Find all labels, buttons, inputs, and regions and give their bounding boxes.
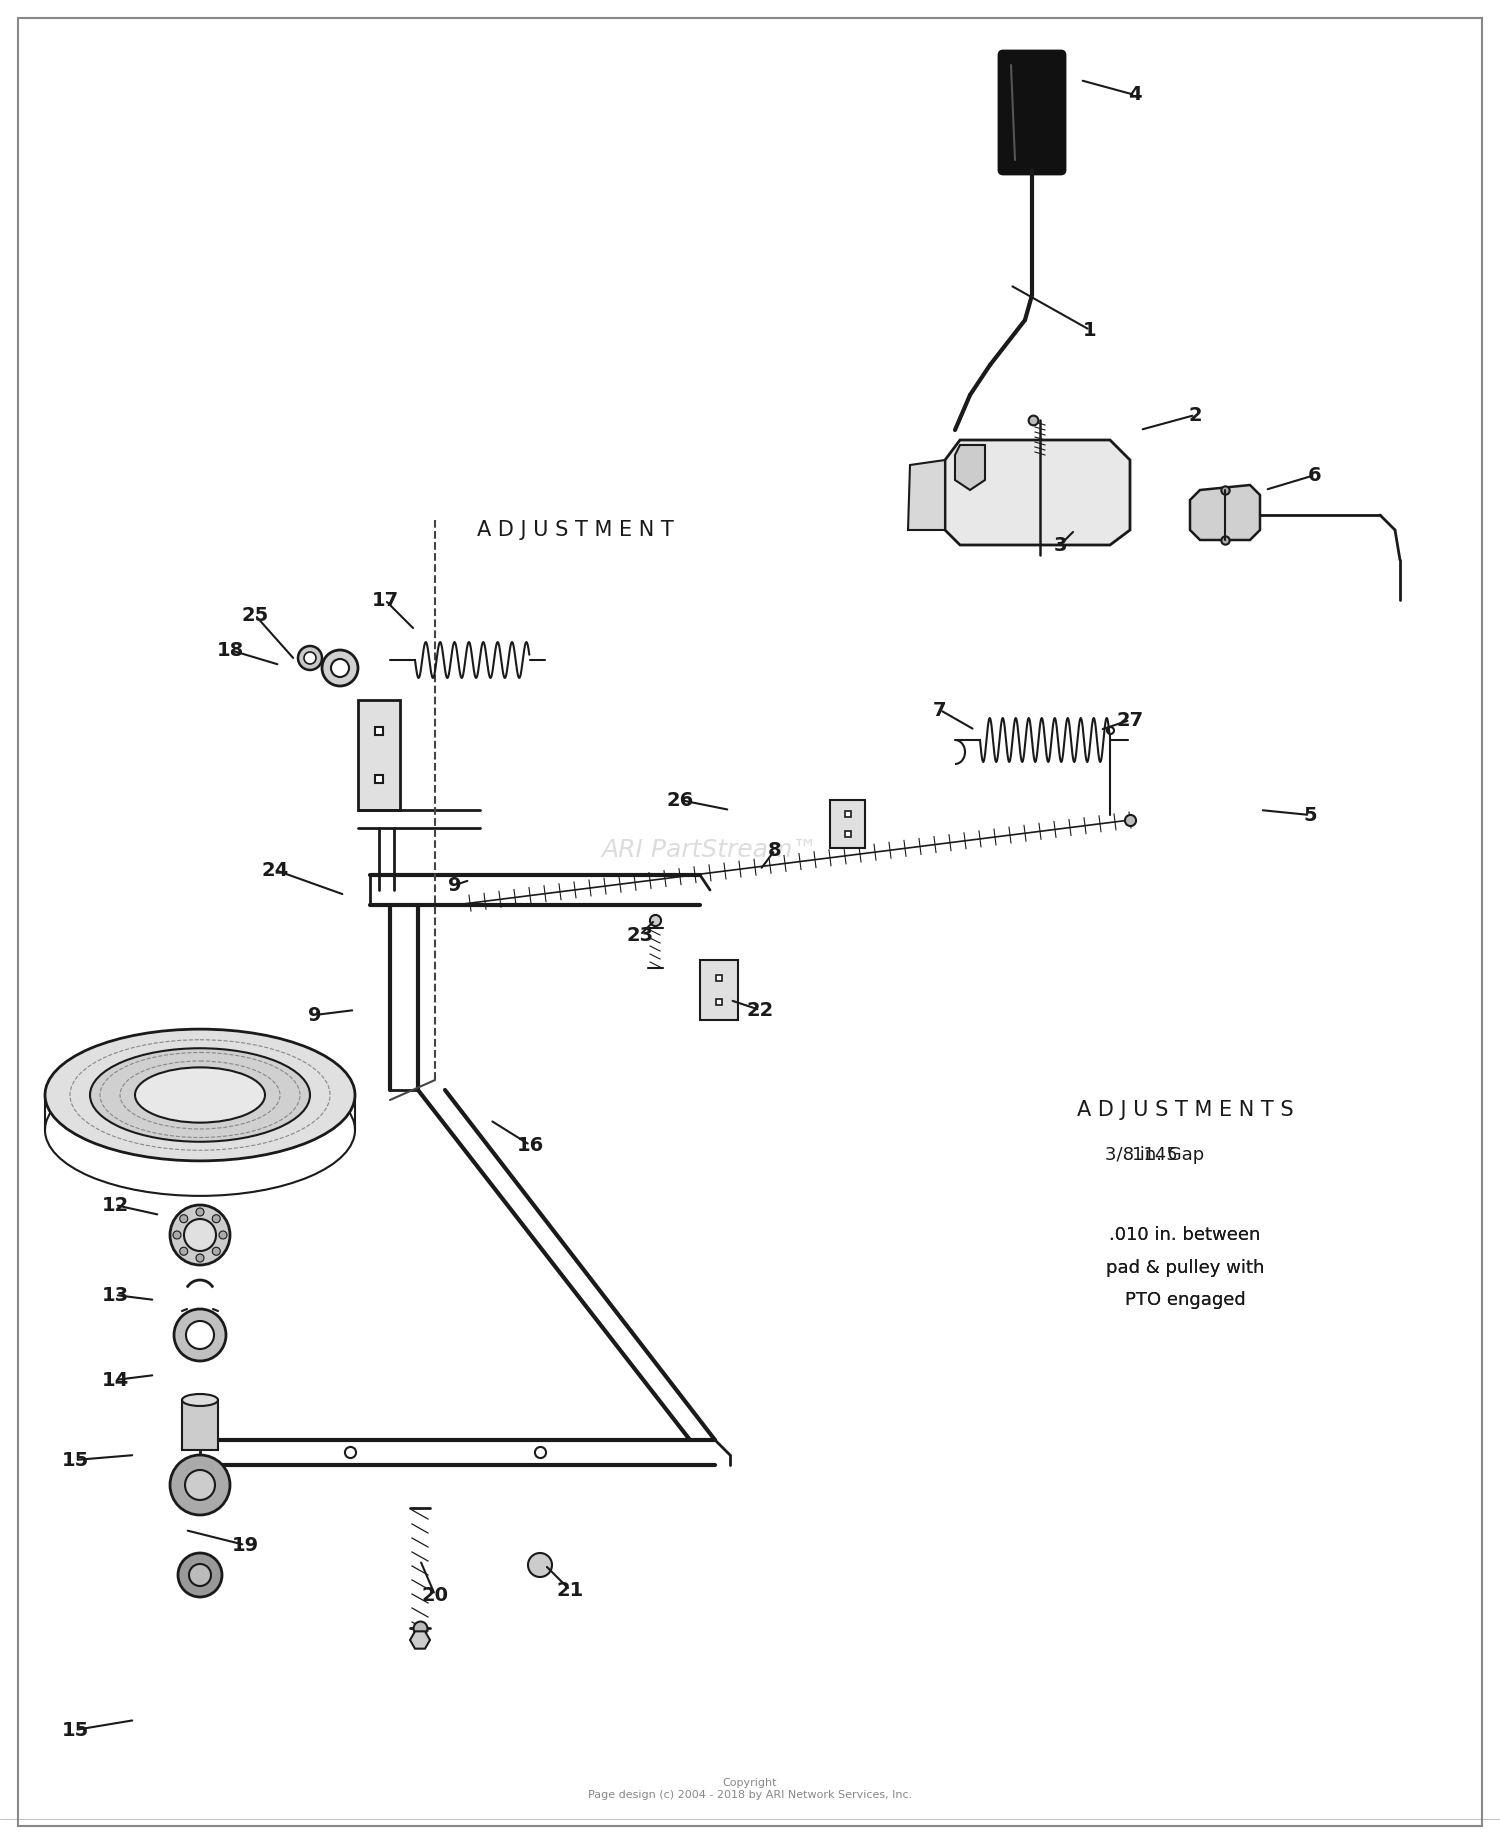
Circle shape	[219, 1232, 226, 1239]
Circle shape	[189, 1564, 211, 1586]
Text: 1145: 1145	[1132, 1145, 1178, 1164]
Circle shape	[304, 653, 316, 664]
Text: 14: 14	[102, 1370, 129, 1390]
Text: 7: 7	[933, 701, 946, 719]
Text: PTO engaged: PTO engaged	[1125, 1291, 1245, 1309]
Text: 16: 16	[516, 1136, 543, 1154]
Bar	[182, 1400, 218, 1449]
Circle shape	[174, 1309, 226, 1361]
Circle shape	[170, 1204, 230, 1265]
Text: 2: 2	[1188, 406, 1202, 424]
Polygon shape	[945, 441, 1130, 546]
Text: 15: 15	[62, 1451, 88, 1470]
Text: 15: 15	[62, 1720, 88, 1739]
Text: 12: 12	[102, 1195, 129, 1215]
Polygon shape	[410, 1632, 430, 1649]
Bar	[700, 961, 738, 1020]
Text: 5: 5	[1304, 806, 1317, 824]
Circle shape	[172, 1232, 182, 1239]
Text: 9: 9	[309, 1005, 321, 1025]
Text: ARI PartStream™: ARI PartStream™	[602, 837, 818, 861]
Text: .010 in. between: .010 in. between	[1110, 1226, 1260, 1245]
Text: Copyright
Page design (c) 2004 - 2018 by ARI Network Services, Inc.: Copyright Page design (c) 2004 - 2018 by…	[588, 1778, 912, 1800]
Circle shape	[170, 1455, 230, 1516]
Text: 13: 13	[102, 1285, 129, 1304]
Text: 19: 19	[231, 1536, 258, 1554]
Bar	[830, 800, 866, 848]
Text: 18: 18	[216, 640, 243, 660]
Bar	[358, 701, 401, 810]
Text: pad & pulley with: pad & pulley with	[1106, 1259, 1264, 1278]
Text: 24: 24	[261, 861, 288, 880]
Text: 27: 27	[1116, 710, 1143, 730]
Polygon shape	[1190, 485, 1260, 540]
Circle shape	[184, 1470, 214, 1499]
Text: pad & pulley with: pad & pulley with	[1106, 1259, 1264, 1278]
Text: 26: 26	[666, 791, 693, 810]
Circle shape	[528, 1553, 552, 1577]
Text: 23: 23	[627, 926, 654, 944]
Circle shape	[196, 1254, 204, 1261]
Text: 3: 3	[1053, 535, 1066, 555]
Ellipse shape	[90, 1047, 310, 1141]
Circle shape	[178, 1553, 222, 1597]
Circle shape	[322, 649, 358, 686]
Text: 1: 1	[1083, 321, 1096, 339]
Polygon shape	[908, 459, 945, 529]
Text: 9: 9	[448, 876, 462, 894]
FancyBboxPatch shape	[999, 52, 1065, 173]
Text: 17: 17	[372, 590, 399, 610]
Polygon shape	[956, 444, 986, 491]
Circle shape	[196, 1208, 204, 1215]
Circle shape	[213, 1215, 220, 1223]
Circle shape	[298, 645, 322, 669]
Circle shape	[213, 1247, 220, 1256]
Text: 21: 21	[556, 1580, 584, 1599]
Ellipse shape	[182, 1394, 218, 1405]
Text: 22: 22	[747, 1001, 774, 1020]
Text: 8: 8	[768, 841, 782, 859]
Text: PTO engaged: PTO engaged	[1125, 1291, 1245, 1309]
Circle shape	[180, 1247, 188, 1256]
Text: 4: 4	[1128, 85, 1142, 105]
Ellipse shape	[135, 1068, 266, 1123]
Text: A D J U S T M E N T S: A D J U S T M E N T S	[1077, 1101, 1293, 1119]
Circle shape	[332, 658, 350, 677]
Text: 20: 20	[422, 1586, 448, 1604]
Circle shape	[180, 1215, 188, 1223]
Ellipse shape	[45, 1029, 356, 1162]
Text: A D J U S T M E N T: A D J U S T M E N T	[477, 520, 674, 540]
Text: .010 in. between: .010 in. between	[1110, 1226, 1260, 1245]
Text: 3/8 in. Gap: 3/8 in. Gap	[1106, 1145, 1204, 1164]
Circle shape	[184, 1219, 216, 1250]
Text: 25: 25	[242, 605, 268, 625]
Text: 6: 6	[1308, 465, 1322, 485]
Circle shape	[186, 1320, 214, 1350]
